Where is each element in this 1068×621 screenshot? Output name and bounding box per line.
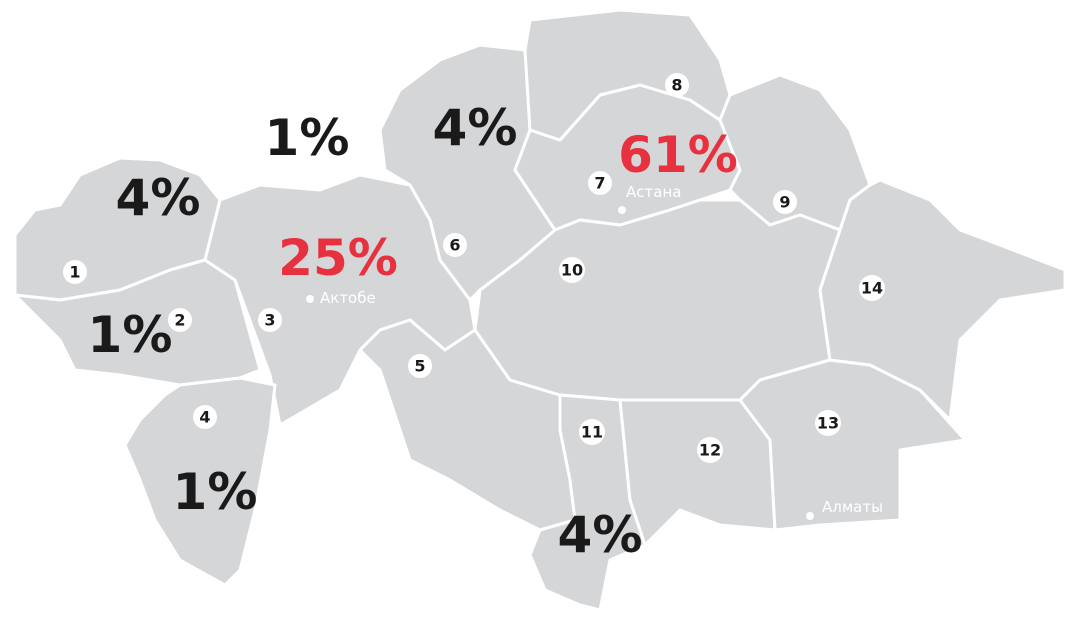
region-number: 6 <box>449 236 460 255</box>
percentage: 25% <box>278 229 398 287</box>
region-14 <box>818 178 1067 422</box>
city-dot <box>306 295 314 303</box>
region-12 <box>618 398 777 547</box>
number-badge <box>258 308 282 332</box>
number-badge <box>559 257 585 283</box>
number-badge <box>168 308 192 332</box>
city-label: Актобе <box>320 289 376 307</box>
number-badge <box>697 437 723 463</box>
region-number: 4 <box>199 408 210 427</box>
percentage: 4% <box>433 99 518 157</box>
percentage: 4% <box>558 506 643 564</box>
number-badge <box>408 354 432 378</box>
number-badge <box>63 260 87 284</box>
city-dot <box>806 512 814 520</box>
region-number: 5 <box>414 357 425 376</box>
city-label: Астана <box>626 183 681 201</box>
region-number: 7 <box>594 174 605 193</box>
region-number: 13 <box>817 414 839 433</box>
number-badge <box>859 275 885 301</box>
region-numbers: 1 2 3 4 5 6 7 8 9 10 11 12 13 14 <box>63 73 885 463</box>
region-number: 11 <box>581 423 603 442</box>
city-dot <box>618 206 626 214</box>
number-badge <box>773 190 797 214</box>
region-number: 9 <box>779 193 790 212</box>
region-2 <box>13 258 262 387</box>
region-number: 2 <box>174 311 185 330</box>
region-number: 1 <box>69 263 80 282</box>
percentage: 1% <box>265 109 350 167</box>
city-label: Алматы <box>822 498 883 516</box>
number-badge <box>579 419 605 445</box>
number-badge <box>193 405 217 429</box>
percentage: 1% <box>173 463 258 521</box>
percentage: 61% <box>618 126 738 184</box>
percentages: 4% 1% 25% 1% 4% 61% 4% 1% <box>88 99 738 564</box>
number-badge <box>443 233 467 257</box>
region-4 <box>123 376 277 587</box>
cities: Актобе Астана Алматы <box>306 183 883 520</box>
percentage: 1% <box>88 306 173 364</box>
number-badge <box>588 171 612 195</box>
regions <box>13 8 1067 612</box>
region-13 <box>738 358 967 532</box>
number-badge <box>665 73 689 97</box>
region-number: 3 <box>264 311 275 330</box>
region-number: 8 <box>671 76 682 95</box>
region-number: 10 <box>561 261 583 280</box>
number-badge <box>815 410 841 436</box>
percentage: 4% <box>116 169 201 227</box>
region-number: 12 <box>699 441 721 460</box>
region-number: 14 <box>861 279 883 298</box>
